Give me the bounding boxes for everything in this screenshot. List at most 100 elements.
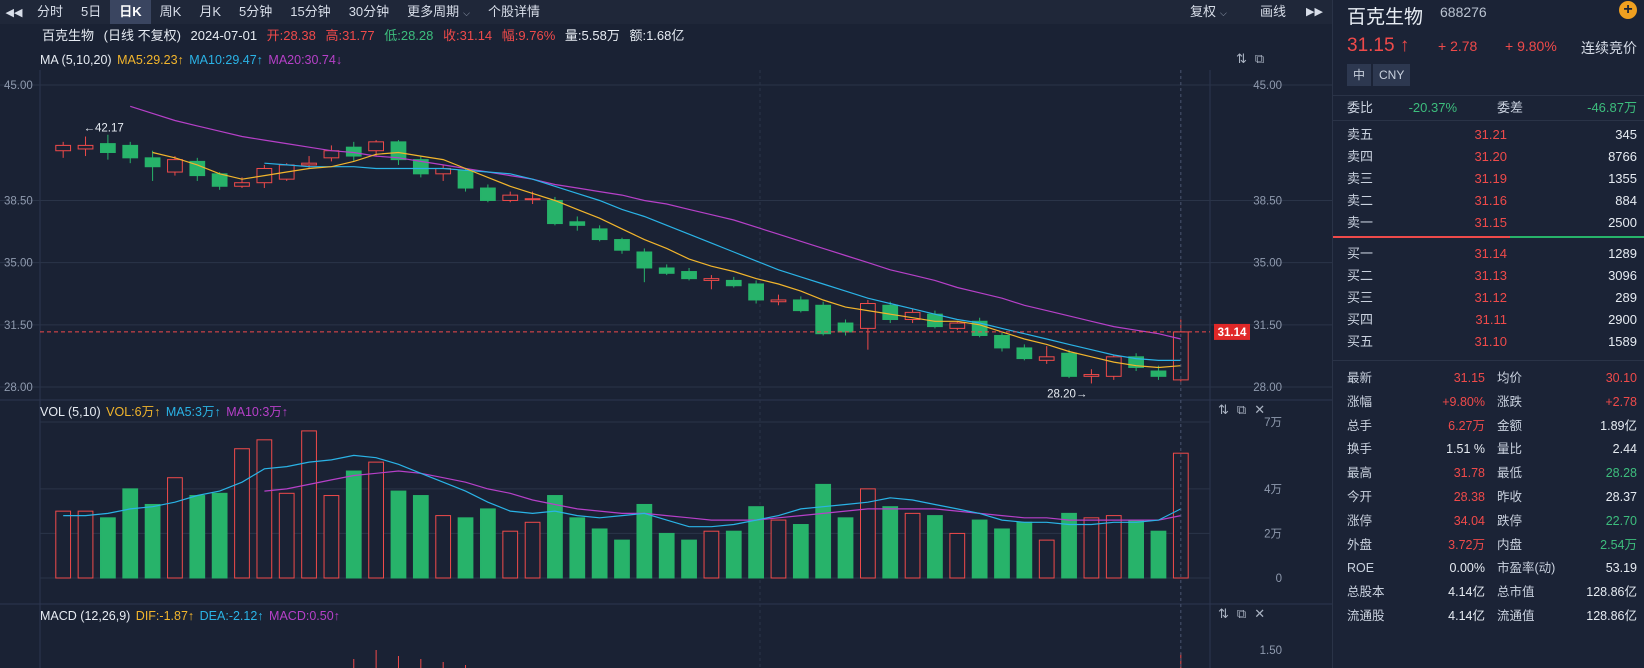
currency-tag[interactable]: CNY xyxy=(1373,64,1411,86)
stat-label: 最新 xyxy=(1347,371,1373,385)
tab-monthly-k[interactable]: 月K xyxy=(199,4,221,19)
change-abs: + 2.78 xyxy=(1438,38,1478,54)
candle-body xyxy=(658,267,675,274)
stat-value: 30.10 xyxy=(1605,371,1637,385)
chevron-down-icon: ⌵ xyxy=(463,8,470,18)
vol-pane-tools: ⇅ ⧉ ✕ xyxy=(1210,402,1265,418)
bid-row[interactable]: 买五 31.10 1589 xyxy=(1347,331,1637,353)
adjust-label: 复权 xyxy=(1190,4,1217,19)
ask-row[interactable]: 卖二 31.16 884 xyxy=(1347,190,1637,212)
candle-body xyxy=(368,141,384,152)
bid-row[interactable]: 买三 31.12 289 xyxy=(1347,287,1637,309)
ask-volume: 884 xyxy=(1615,193,1637,208)
settings-icon[interactable]: ⇅ xyxy=(1236,51,1247,66)
ask-price: 31.21 xyxy=(1474,127,1507,142)
amplitude-value: 幅:9.76% xyxy=(501,28,556,43)
tab-5day[interactable]: 5日 xyxy=(81,4,102,19)
tab-daily-k[interactable]: 日K xyxy=(110,0,151,24)
popout-icon[interactable]: ⧉ xyxy=(1254,51,1265,66)
draw-line-button[interactable]: 画线 xyxy=(1260,4,1287,19)
volume-bar xyxy=(524,521,541,579)
stat-row: 流通股 4.14亿 流通值 128.86亿 xyxy=(1347,604,1637,628)
price-tick-label: 45.00 xyxy=(1253,80,1282,92)
divider xyxy=(1333,360,1644,361)
chevron-down-icon: ⌵ xyxy=(1220,8,1227,18)
ma10-line xyxy=(264,162,1181,361)
stat-label: 今开 xyxy=(1347,490,1373,504)
candle-body xyxy=(792,299,809,312)
volume-bar xyxy=(256,439,273,579)
more-periods-label: 更多周期 xyxy=(407,4,460,19)
vol-legend: VOL (5,10) VOL:6万↑ MA5:3万↑ MA10:3万↑ xyxy=(40,402,290,422)
popout-icon[interactable]: ⧉ xyxy=(1236,606,1247,621)
ask-row[interactable]: 卖四 31.20 8766 xyxy=(1347,146,1637,168)
settings-icon[interactable]: ⇅ xyxy=(1218,606,1229,621)
volume-bar xyxy=(725,530,742,579)
candle-body xyxy=(837,322,854,333)
stat-label: ROE xyxy=(1347,561,1375,576)
bid-volume: 1589 xyxy=(1608,334,1637,349)
stat-label: 金额 xyxy=(1497,418,1523,433)
stat-value: 3.72万 xyxy=(1448,537,1485,552)
candle-body xyxy=(412,159,429,175)
open-value: 开:28.38 xyxy=(266,28,316,43)
ma5-value: MA5:29.23↑ xyxy=(117,53,184,67)
tab-30min[interactable]: 30分钟 xyxy=(348,4,390,19)
volume-bar xyxy=(703,530,720,579)
scroll-left-icon[interactable]: ◀◀ xyxy=(5,6,23,19)
bid-price: 31.13 xyxy=(1474,268,1507,283)
add-watchlist-icon[interactable]: + xyxy=(1619,1,1637,19)
last-price: 31.15 ↑ xyxy=(1347,35,1409,57)
volume-bar xyxy=(927,515,943,579)
tab-5min[interactable]: 5分钟 xyxy=(238,4,273,19)
stat-label: 市盈率(动) xyxy=(1497,561,1556,576)
bid-level-label: 买二 xyxy=(1347,268,1374,283)
stat-label: 最高 xyxy=(1347,466,1373,481)
tab-more-periods[interactable]: 更多周期 ⌵ xyxy=(398,0,479,24)
volume-bar xyxy=(211,492,228,579)
bid-price: 31.11 xyxy=(1475,312,1507,327)
popout-icon[interactable]: ⧉ xyxy=(1236,402,1247,417)
kline-chart[interactable]: 45.00 45.00 38.50 38.50 35.00 35.00 31.50 31.50… xyxy=(0,50,1332,668)
ask-row[interactable]: 卖一 31.15 2500 xyxy=(1347,212,1637,234)
current-price-tag xyxy=(1214,323,1250,340)
bid-row[interactable]: 买一 31.14 1289 xyxy=(1347,243,1637,265)
macd-label: MACD (12,26,9) xyxy=(40,609,131,623)
ask-row[interactable]: 卖五 31.21 345 xyxy=(1347,124,1637,146)
stat-value: 53.19 xyxy=(1605,561,1637,576)
tab-stock-detail[interactable]: 个股详情 xyxy=(488,4,541,19)
kline-chart-area[interactable]: 45.00 45.00 38.50 38.50 35.00 35.00 31.50 31.50… xyxy=(0,50,1332,668)
settings-icon[interactable]: ⇅ xyxy=(1218,402,1229,417)
close-icon[interactable]: ✕ xyxy=(1254,402,1266,417)
candle-body xyxy=(725,279,742,287)
ask-strength-bar xyxy=(1510,236,1644,238)
tab-15min[interactable]: 15分钟 xyxy=(290,4,331,19)
main-pane-tools: ⇅ ⧉ xyxy=(1228,51,1264,67)
bid-price: 31.14 xyxy=(1474,246,1507,261)
ask-row[interactable]: 卖三 31.19 1355 xyxy=(1347,168,1637,190)
volume-bar xyxy=(904,512,921,579)
scroll-right-icon[interactable]: ▶▶ xyxy=(1306,6,1323,18)
stock-name: 百克生物 xyxy=(42,28,95,43)
stat-value: 28.37 xyxy=(1605,490,1637,504)
weicha-label: 委差 xyxy=(1497,100,1524,115)
volume-bar xyxy=(189,495,206,579)
volume-bar xyxy=(412,495,429,579)
candle-body xyxy=(748,283,764,301)
market-tag[interactable]: 中 xyxy=(1347,64,1372,86)
stat-row: ROE 0.00% 市盈率(动) 53.19 xyxy=(1347,556,1637,580)
weibi-value: -20.37% xyxy=(1408,100,1457,115)
stat-label: 涨跌 xyxy=(1497,394,1523,409)
ask-level-label: 卖四 xyxy=(1347,149,1374,164)
volume-bar xyxy=(301,430,317,579)
tab-weekly-k[interactable]: 周K xyxy=(159,4,182,19)
tab-intraday[interactable]: 分时 xyxy=(37,4,64,19)
bid-row[interactable]: 买四 31.11 2900 xyxy=(1347,309,1637,331)
adjust-dropdown[interactable]: 复权 ⌵ xyxy=(1190,0,1227,24)
close-icon[interactable]: ✕ xyxy=(1254,606,1266,621)
bid-row[interactable]: 买二 31.13 3096 xyxy=(1347,265,1637,287)
volume-bar xyxy=(681,539,697,579)
candle-body xyxy=(1172,331,1189,381)
ask-level-label: 卖二 xyxy=(1347,193,1374,208)
price-tick-label: 31.50 xyxy=(1253,320,1282,332)
